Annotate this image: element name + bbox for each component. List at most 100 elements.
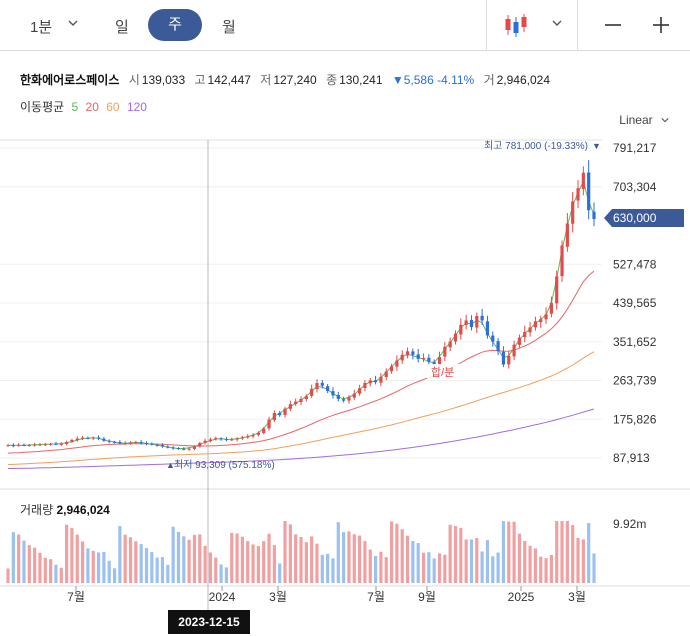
- chevron-down-icon[interactable]: [68, 18, 78, 28]
- candle-body: [581, 172, 585, 190]
- candle-body: [384, 371, 388, 377]
- ma-period-120[interactable]: 120: [126, 100, 147, 114]
- candle-body: [59, 443, 63, 445]
- ma-period-60[interactable]: 60: [106, 100, 120, 114]
- change-value: ▼5,586 -4.11%: [391, 73, 475, 87]
- candle-body: [373, 380, 378, 383]
- volume-bar: [128, 537, 133, 583]
- candle-body: [22, 444, 26, 446]
- candle-body: [491, 335, 495, 342]
- volume-bar: [544, 558, 548, 583]
- high-annotation-text: 최고 781,000 (-19.33%): [484, 140, 588, 152]
- candle-body: [27, 444, 31, 446]
- candle-body: [352, 393, 356, 398]
- candle-body: [326, 386, 330, 391]
- volume-axis-tick: 9.92m: [613, 517, 646, 531]
- candle-body: [299, 398, 303, 403]
- volume-bar: [75, 534, 79, 583]
- volume-bar: [80, 541, 85, 583]
- volume-bar: [267, 533, 271, 583]
- candle-body: [139, 442, 143, 444]
- interval-select[interactable]: 1분: [30, 19, 53, 36]
- chevron-down-icon[interactable]: [552, 18, 562, 28]
- candle-body: [411, 351, 415, 355]
- volume-bar: [539, 556, 543, 583]
- candle-body: [587, 172, 591, 211]
- stock-name: 한화에어로스페이스: [20, 73, 120, 87]
- chart-toolbar: 1분 일 주 월: [0, 0, 690, 51]
- low-annotation-text: 최저 93,309 (575.18%): [174, 459, 275, 471]
- high-marker-icon: ▼: [592, 141, 601, 151]
- candle-body: [507, 355, 511, 365]
- low-label: 저: [260, 73, 272, 87]
- candle-body: [278, 413, 282, 416]
- volume-bar: [304, 542, 308, 583]
- volume-bar: [555, 521, 559, 583]
- period-tab-week[interactable]: 주: [148, 9, 202, 41]
- volume-bar: [475, 538, 479, 583]
- volume-bar: [256, 546, 260, 583]
- candle-body: [102, 438, 106, 441]
- volume-bar: [411, 541, 415, 583]
- candle-body: [150, 443, 154, 445]
- scale-label: Linear: [619, 113, 653, 127]
- volume-bar: [144, 548, 149, 583]
- candle-body: [240, 437, 244, 439]
- volume-bar: [299, 537, 303, 583]
- candle-body: [363, 383, 367, 388]
- time-tick-label: 2024: [209, 590, 236, 604]
- zoom-in-icon[interactable]: [652, 16, 670, 34]
- period-tab-month[interactable]: 월: [222, 19, 236, 36]
- candle-body: [6, 445, 10, 447]
- candlestick-chart-icon[interactable]: [503, 12, 529, 38]
- ma-period-5[interactable]: 5: [71, 100, 79, 114]
- volume-bar: [192, 534, 197, 583]
- price-tick-label: 791,217: [613, 141, 657, 155]
- candle-body: [294, 401, 298, 405]
- ma5-line: [8, 180, 595, 449]
- volume-bar: [326, 553, 330, 583]
- candle-body: [80, 437, 85, 439]
- candle-body: [49, 443, 53, 445]
- volume-bar: [448, 524, 452, 583]
- volume-bar: [278, 563, 282, 583]
- volume-bar: [160, 557, 165, 583]
- volume-bar: [49, 559, 53, 583]
- ma-period-20[interactable]: 20: [85, 100, 99, 114]
- candle-body: [459, 324, 463, 335]
- time-tick-label: 3월: [568, 590, 586, 604]
- period-tab-day[interactable]: 일: [115, 19, 129, 36]
- candle-body: [539, 319, 543, 323]
- volume-bar: [38, 552, 42, 583]
- volume-bar: [283, 521, 287, 583]
- high-annotation: 최고 781,000 (-19.33%) ▼: [484, 140, 601, 152]
- candle-body: [501, 351, 506, 365]
- candle-body: [437, 357, 442, 365]
- price-tick-label: 263,739: [613, 374, 657, 388]
- candle-body: [395, 360, 399, 367]
- candle-body: [405, 351, 410, 356]
- price-tick-label: 527,478: [613, 257, 657, 271]
- volume-bar: [320, 554, 324, 583]
- candle-body: [118, 442, 122, 444]
- volume-bar: [453, 526, 458, 583]
- price-tick-label: 175,826: [613, 412, 657, 426]
- candle-body: [134, 441, 138, 443]
- time-tick-label: 7월: [367, 590, 385, 604]
- candle-body: [475, 316, 479, 328]
- candle-body: [315, 383, 319, 390]
- toolbar-divider: [486, 0, 487, 50]
- scale-select[interactable]: Linear: [619, 113, 670, 127]
- volume-bar: [102, 551, 106, 583]
- volume-bar: [384, 557, 388, 583]
- volume-bar: [22, 540, 26, 583]
- candle-body: [469, 319, 474, 328]
- zoom-out-icon[interactable]: [604, 16, 622, 34]
- volume-bar: [560, 521, 564, 583]
- candle-body: [11, 445, 15, 447]
- volume-bar: [379, 551, 383, 583]
- volume-bar: [571, 525, 575, 583]
- volume-bar: [581, 539, 585, 583]
- high-value: 142,447: [207, 73, 251, 87]
